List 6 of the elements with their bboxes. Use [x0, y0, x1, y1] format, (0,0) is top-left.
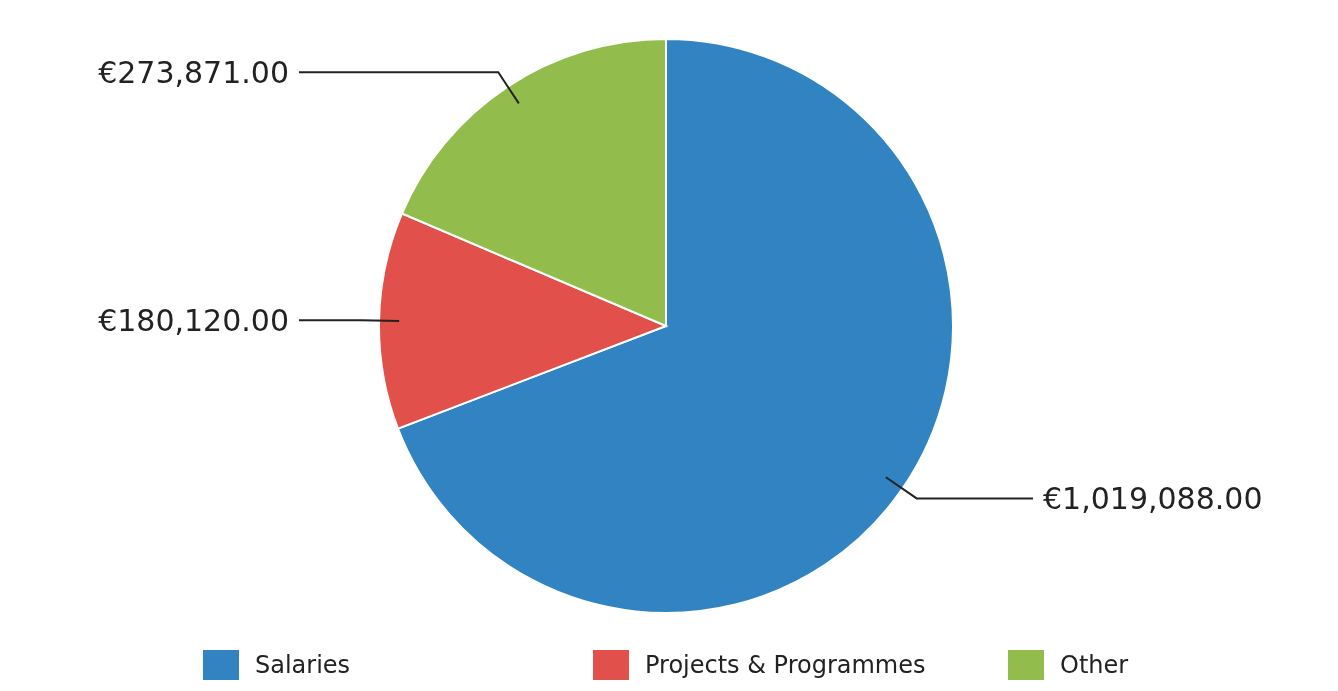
- data-label: €273,871.00: [98, 54, 289, 90]
- legend-label: Projects & Programmes: [645, 651, 926, 680]
- legend-label: Salaries: [255, 651, 351, 680]
- legend-label: Other: [1060, 651, 1129, 680]
- data-label: €1,019,088.00: [1043, 480, 1263, 516]
- data-label: €180,120.00: [98, 302, 289, 338]
